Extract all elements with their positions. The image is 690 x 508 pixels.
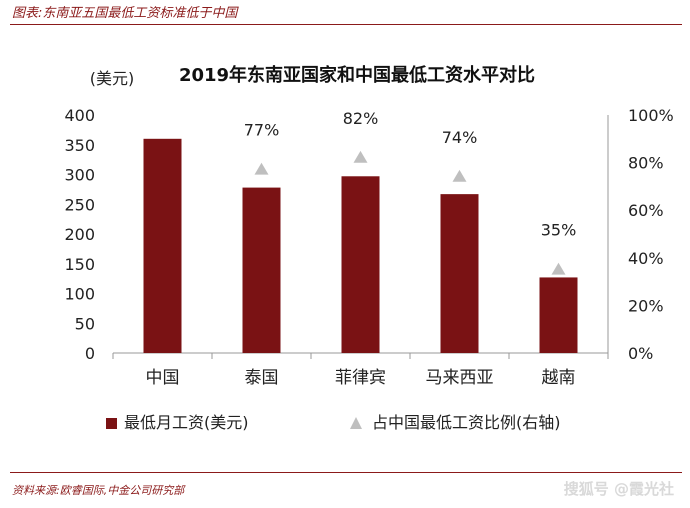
- watermark: 搜狐号 @霞光社: [563, 480, 674, 498]
- legend: 最低月工资(美元) 占中国最低工资比例(右轴): [106, 413, 561, 432]
- legend-label-ratio: 占中国最低工资比例(右轴): [372, 413, 561, 432]
- ratio-marker-5: [551, 262, 566, 275]
- x-category-label: 越南: [542, 368, 576, 388]
- source-note: 资料来源:欧睿国际,中金公司研究部: [12, 484, 185, 497]
- y-right-tick-label: 0%: [628, 344, 653, 363]
- x-category-label: 马来西亚: [426, 368, 494, 388]
- y-left-tick-label: 250: [64, 195, 95, 214]
- x-category-label: 泰国: [245, 368, 279, 388]
- bottom-rule: [10, 472, 682, 473]
- x-category-label: 中国: [146, 368, 180, 388]
- figure-title: 图表:东南亚五国最低工资标准低于中国: [12, 6, 238, 21]
- chart: 2019年东南亚国家和中国最低工资水平对比 (美元) 0 50 100 150 200 2…: [64, 64, 673, 432]
- top-rule: [10, 24, 682, 25]
- ratio-data-label: 77%: [244, 121, 280, 140]
- y-left-tick-label: 100: [64, 285, 95, 304]
- y-right-tick-label: 60%: [628, 201, 664, 220]
- ratio-data-label: 82%: [343, 109, 379, 128]
- y-left-tick-label: 0: [85, 344, 95, 363]
- y-left-tick-label: 350: [64, 136, 95, 155]
- ratio-data-label: 35%: [541, 221, 577, 240]
- ratio-marker-4: [452, 169, 467, 182]
- bar-4: [440, 194, 479, 353]
- ratio-marker-2: [254, 162, 269, 175]
- y-unit-label: (美元): [90, 69, 135, 88]
- chart-title: 2019年东南亚国家和中国最低工资水平对比: [179, 64, 535, 86]
- y-right-tick-label: 40%: [628, 249, 664, 268]
- plot-area: 0 50 100 150 200 250 300 350 400 0% 20% 40% 60% 80% 10…: [64, 106, 673, 388]
- y-left-tick-label: 300: [64, 166, 95, 185]
- bar-3: [341, 176, 380, 353]
- bar-2: [242, 187, 281, 353]
- bar-5: [539, 277, 578, 353]
- y-right-tick-label: 80%: [628, 154, 664, 173]
- legend-swatch-bar: [106, 418, 117, 429]
- y-right-tick-label: 100%: [628, 106, 674, 125]
- y-right-tick-label: 20%: [628, 296, 664, 315]
- y-left-tick-label: 200: [64, 225, 95, 244]
- legend-label-bar: 最低月工资(美元): [124, 413, 249, 432]
- bar-1: [143, 138, 182, 353]
- legend-swatch-ratio: [350, 417, 362, 429]
- ratio-marker-3: [353, 150, 368, 163]
- y-left-tick-label: 150: [64, 255, 95, 274]
- x-category-label: 菲律宾: [335, 368, 386, 388]
- y-left-tick-label: 50: [75, 314, 95, 333]
- y-left-tick-label: 400: [64, 106, 95, 125]
- ratio-data-label: 74%: [442, 128, 478, 147]
